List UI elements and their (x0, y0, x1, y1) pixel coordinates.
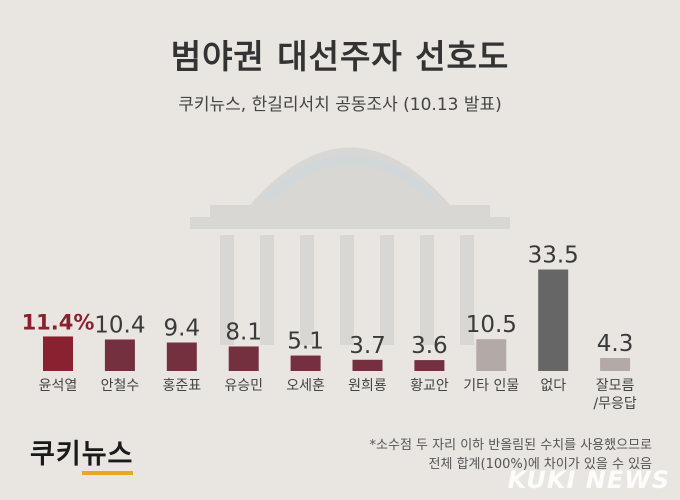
bar-4 (290, 355, 321, 371)
category-label-9-0: 잘모름 (596, 378, 635, 394)
category-label-4: 오세훈 (286, 378, 325, 394)
value-label-1: 10.4 (94, 312, 145, 338)
footnote: *소수점 두 자리 이하 반올림된 수치를 사용했으므로 전체 합계(100%)… (252, 436, 652, 474)
category-label-1: 안철수 (101, 378, 140, 394)
category-label-2: 홍준표 (162, 378, 201, 394)
value-label-6: 3.6 (411, 333, 448, 359)
chart-title: 범야권 대선주자 선호도 (170, 37, 510, 76)
value-label-5: 3.7 (349, 333, 386, 359)
bar-3 (228, 346, 259, 371)
bar-5 (352, 359, 383, 371)
category-label-0: 윤석열 (39, 378, 78, 394)
value-label-8: 33.5 (528, 243, 579, 269)
value-label-0: 11.4% (22, 310, 95, 334)
category-label-6: 황교안 (410, 378, 449, 394)
watermark-text: KUKI NEWS (507, 466, 670, 494)
value-label-4: 5.1 (287, 329, 324, 355)
category-label-3: 유승민 (224, 378, 263, 394)
bar-2 (166, 342, 197, 371)
bar-0 (43, 336, 73, 371)
logo-text-left: 쿠키 (30, 439, 82, 470)
value-label-3: 8.1 (225, 319, 262, 345)
bar-6 (414, 360, 445, 371)
bar-9 (600, 357, 631, 371)
bar-7 (476, 339, 507, 371)
footnote-line-1: *소수점 두 자리 이하 반올림된 수치를 사용했으므로 (369, 438, 652, 453)
bar-1 (104, 339, 135, 371)
category-label-8: 없다 (540, 378, 566, 394)
assembly-building-watermark (190, 147, 510, 345)
kuki-news-logo: 쿠키뉴스 (30, 432, 134, 475)
value-label-9: 4.3 (597, 331, 634, 357)
category-label-5: 원희룡 (348, 378, 387, 394)
bar-8 (538, 269, 569, 371)
logo-text-right: 뉴스 (81, 439, 134, 475)
value-label-7: 10.5 (466, 312, 517, 338)
value-label-2: 9.4 (164, 316, 201, 342)
footnote-line-2: 전체 합계(100%)에 차이가 있을 수 있음 (428, 457, 652, 472)
category-label-7: 기타 인물 (463, 378, 519, 394)
category-label-9-1: /무응답 (593, 396, 636, 412)
chart-subtitle: 쿠키뉴스, 한길리서치 공동조사 (10.13 발표) (178, 95, 502, 115)
